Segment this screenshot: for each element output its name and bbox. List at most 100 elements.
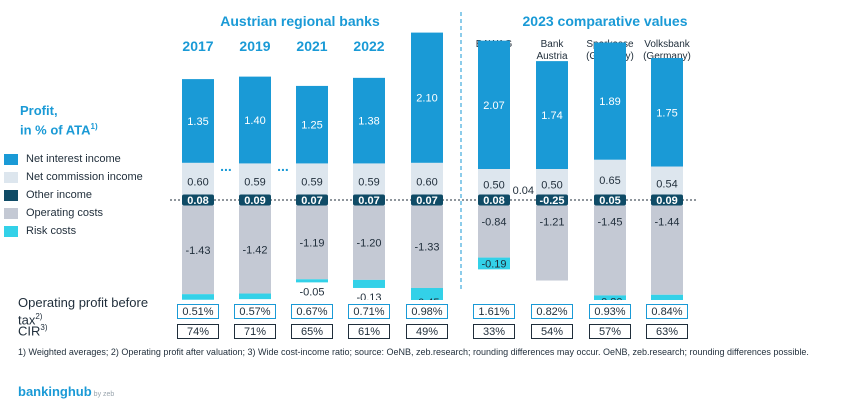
bar-net-interest: [182, 79, 214, 163]
y-axis-label-sup: 1): [90, 122, 98, 131]
data-label-net-commission: 0.59: [244, 177, 265, 189]
bar-net-commission: [594, 159, 626, 200]
kpi-cir: 65%: [291, 324, 333, 339]
bank-label: Bank: [541, 39, 565, 50]
legend-label-other-income: Other income: [26, 189, 93, 201]
kpi-cir: 61%: [348, 324, 390, 339]
legend-label-net-interest: Net interest income: [26, 153, 121, 165]
legend-swatch-net-interest: [4, 153, 18, 165]
data-label-other-income: -0.25: [539, 195, 564, 207]
data-label-operating-costs: -1.20: [356, 238, 381, 250]
bar-operating-costs: [296, 205, 328, 280]
kpi-operating-profit: 0.67%: [291, 304, 333, 319]
bar-operating-costs: [651, 205, 683, 295]
left-section-title: Austrian regional banks: [220, 13, 380, 29]
data-label-net-interest: 1.38: [358, 116, 379, 128]
bar-other-income: [353, 194, 385, 206]
kpi-operating-profit: 0.82%: [531, 304, 573, 319]
bar-net-commission: [296, 163, 328, 200]
kpi-operating-profit: 0.51%: [177, 304, 219, 319]
gap-ellipsis: ...: [277, 158, 289, 174]
data-label-other-income: 0.08: [483, 195, 504, 207]
data-label-risk-costs: -0.45: [414, 297, 439, 300]
data-label-net-interest: 2.10: [416, 93, 437, 105]
data-label-risk-costs: 0.04: [513, 185, 534, 197]
operating-profit-label: Operating profit before tax2): [18, 296, 148, 327]
data-label-net-commission: 0.50: [483, 180, 504, 192]
brand-by: by zeb: [93, 391, 115, 398]
kpi-operating-profit: 1.61%: [473, 304, 515, 319]
data-label-net-interest: 2.07: [483, 100, 504, 112]
year-label: 2019: [239, 38, 270, 54]
gap-ellipsis: ...: [220, 158, 232, 174]
bar-risk-costs: [353, 279, 385, 288]
kpi-operating-profit: 0.84%: [646, 304, 688, 319]
kpi-cir: 33%: [473, 324, 515, 339]
data-label-other-income: 0.09: [244, 195, 265, 207]
legend-label-operating-costs: Operating costs: [26, 207, 104, 219]
legend-label-risk-costs: Risk costs: [26, 225, 77, 237]
bar-risk-costs: [651, 294, 683, 300]
cir-label-text: CIR: [18, 323, 41, 339]
stacked-bar-chart: 20171.350.600.08-1.43-0.0920191.400.590.…: [170, 12, 697, 300]
data-label-net-interest: 1.35: [187, 116, 208, 128]
bar-net-interest: [296, 85, 328, 164]
data-label-net-commission: 0.59: [358, 177, 379, 189]
bar-other-income: [594, 194, 626, 206]
data-label-risk-costs: -0.20: [597, 297, 622, 300]
kpi-cir: 54%: [531, 324, 573, 339]
year-label: 2021: [296, 38, 327, 54]
data-label-other-income: 0.08: [187, 195, 208, 207]
y-axis-label-line1: Profit,: [20, 103, 58, 118]
bar-risk-costs: [239, 293, 271, 300]
brand-name: bankinghub: [18, 384, 92, 399]
bar-other-income: [182, 194, 214, 206]
kpi-operating-profit: 0.98%: [406, 304, 448, 319]
bar-net-commission: [651, 166, 683, 200]
data-label-net-interest: 1.40: [244, 115, 265, 127]
year-label: 2017: [182, 38, 213, 54]
bar-risk-costs: [411, 287, 443, 300]
legend-item: Other income: [4, 186, 143, 204]
bar-operating-costs: [411, 205, 443, 288]
data-label-risk-costs: -0.05: [299, 286, 324, 298]
data-label-risk-costs: -0.19: [481, 258, 506, 270]
bar-net-commission: [182, 162, 214, 200]
bar-operating-costs: [594, 205, 626, 296]
bar-operating-costs: [478, 205, 510, 258]
kpi-cir: 63%: [646, 324, 688, 339]
data-label-net-interest: 1.89: [599, 96, 620, 108]
bar-net-commission: [239, 163, 271, 200]
bar-net-commission: [411, 162, 443, 200]
bar-risk-costs: [296, 279, 328, 283]
data-label-net-interest: 1.74: [541, 110, 562, 122]
bar-net-interest: [411, 32, 443, 163]
kpi-operating-profit: 0.57%: [234, 304, 276, 319]
data-label-operating-costs: -1.21: [539, 217, 564, 229]
legend-item: Net commission income: [4, 168, 143, 186]
bar-net-interest: [353, 77, 385, 164]
bank-label: (Germany): [643, 51, 691, 62]
legend-swatch-other-income: [4, 189, 18, 201]
legend-swatch-operating-costs: [4, 207, 18, 219]
data-label-operating-costs: -1.45: [597, 217, 622, 229]
bar-net-interest: [651, 58, 683, 167]
bar-operating-costs: [182, 205, 214, 295]
data-label-net-commission: 0.50: [541, 180, 562, 192]
bar-risk-costs: [182, 294, 214, 300]
bar-net-interest: [536, 61, 568, 170]
year-label: 2022: [353, 38, 384, 54]
bar-net-interest: [478, 40, 510, 169]
data-label-operating-costs: -1.43: [185, 245, 210, 257]
bar-operating-costs: [239, 205, 271, 294]
data-label-net-commission: 0.59: [301, 177, 322, 189]
bar-other-income: [239, 194, 271, 206]
data-label-other-income: 0.07: [358, 195, 379, 207]
operating-profit-label-line2: tax: [18, 312, 36, 328]
kpi-cir: 49%: [406, 324, 448, 339]
data-label-operating-costs: -0.84: [481, 217, 506, 229]
bank-label: Volksbank: [644, 39, 691, 50]
bar-other-income: [296, 194, 328, 206]
data-label-other-income: 0.07: [301, 195, 322, 207]
y-axis-label-line2: in % of ATA: [20, 122, 91, 138]
